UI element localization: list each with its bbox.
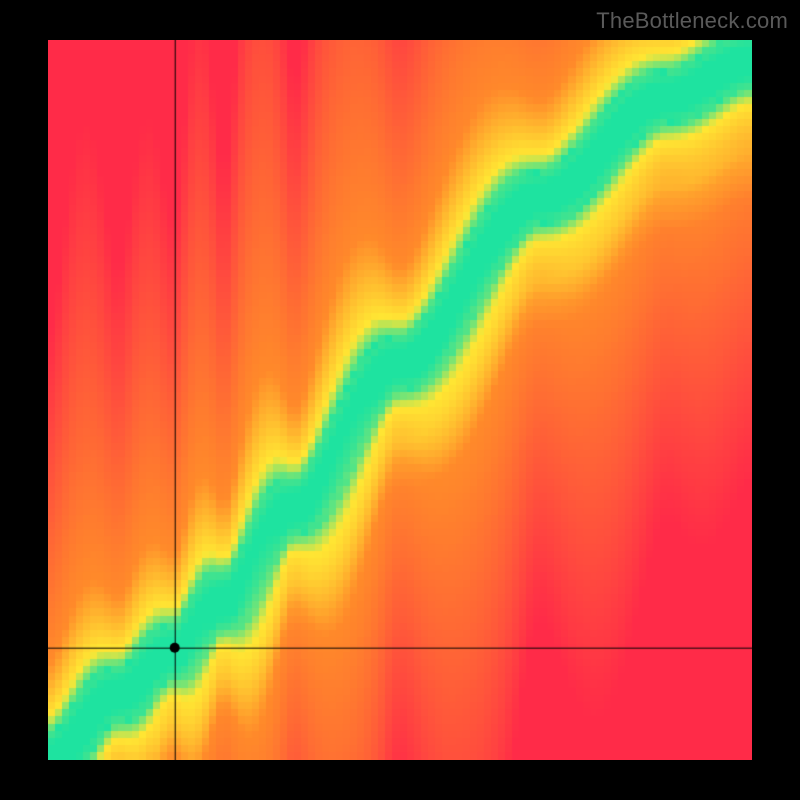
- watermark-text: TheBottleneck.com: [596, 8, 788, 34]
- heatmap-canvas: [48, 40, 752, 760]
- bottleneck-heatmap: [48, 40, 752, 760]
